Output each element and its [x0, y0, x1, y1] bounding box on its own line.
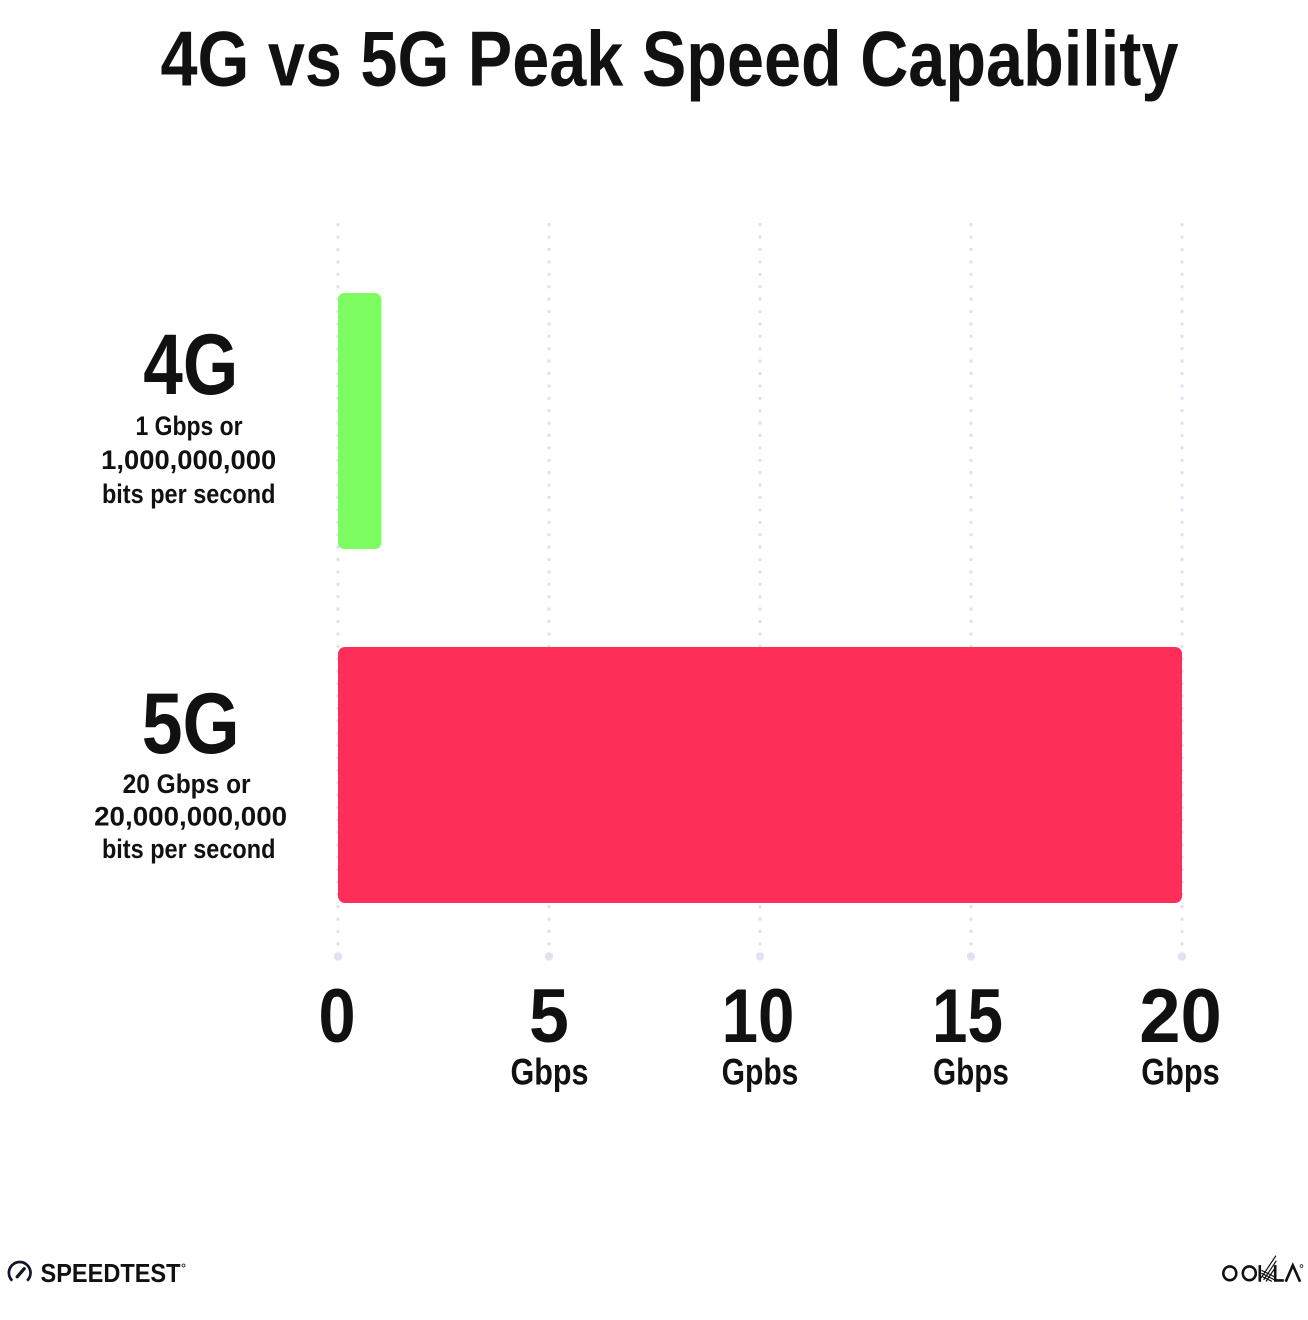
svg-text:SPEEDTEST: SPEEDTEST	[41, 1258, 181, 1288]
svg-text:Gpbs: Gpbs	[722, 1051, 799, 1093]
svg-text:10: 10	[722, 974, 795, 1059]
svg-text:Gbps: Gbps	[1141, 1051, 1220, 1093]
svg-text:Gbps: Gbps	[933, 1051, 1009, 1093]
svg-text:0: 0	[318, 974, 355, 1059]
svg-text:bits per second: bits per second	[102, 479, 276, 509]
svg-text:5: 5	[529, 974, 569, 1059]
svg-text:20,000,000,000: 20,000,000,000	[94, 802, 287, 832]
svg-text:20: 20	[1139, 974, 1222, 1059]
svg-text:4G vs 5G Peak Speed Capability: 4G vs 5G Peak Speed Capability	[161, 15, 1179, 103]
svg-text:20 Gbps or: 20 Gbps or	[123, 769, 251, 799]
svg-text:1 Gbps or: 1 Gbps or	[136, 411, 243, 441]
svg-text:Gbps: Gbps	[511, 1051, 589, 1093]
svg-text:5G: 5G	[142, 676, 240, 772]
svg-text:bits per second: bits per second	[102, 834, 276, 864]
svg-text:1,000,000,000: 1,000,000,000	[101, 445, 276, 475]
svg-text:15: 15	[932, 974, 1003, 1059]
svg-text:4G: 4G	[143, 317, 238, 413]
